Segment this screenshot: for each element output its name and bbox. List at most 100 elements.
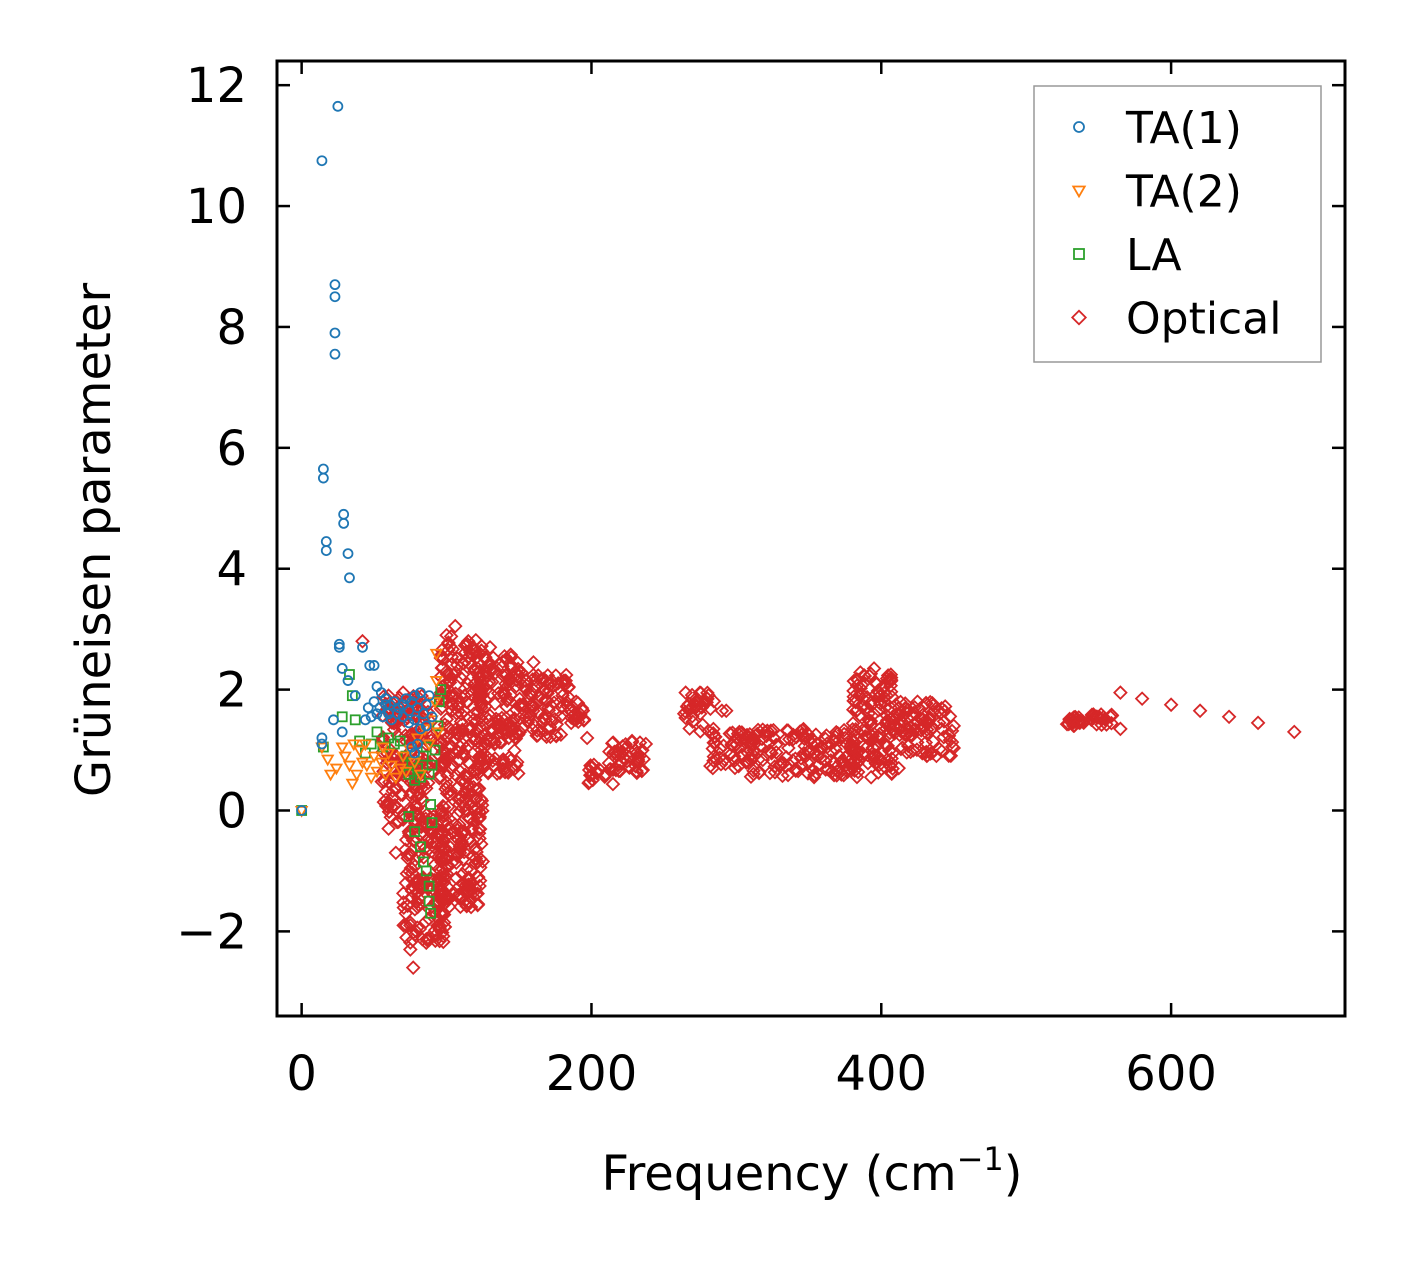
optical-point bbox=[404, 865, 420, 881]
data-point bbox=[388, 738, 400, 750]
optical-point bbox=[747, 728, 763, 744]
optical-point bbox=[681, 703, 697, 718]
data-point bbox=[402, 917, 418, 933]
optical-point bbox=[406, 832, 422, 847]
optical-point bbox=[494, 710, 510, 726]
optical-point bbox=[861, 706, 876, 721]
optical-point bbox=[399, 918, 414, 933]
optical-point bbox=[937, 699, 953, 714]
data-point bbox=[844, 733, 860, 749]
optical-point bbox=[432, 852, 448, 867]
optical-point bbox=[801, 743, 817, 758]
optical-point bbox=[401, 846, 417, 862]
optical-point bbox=[638, 736, 654, 752]
optical-point bbox=[859, 700, 875, 715]
optical-point bbox=[891, 700, 907, 716]
optical-point bbox=[900, 738, 916, 754]
optical-point bbox=[418, 914, 434, 930]
optical-point bbox=[529, 723, 545, 738]
optical-point bbox=[773, 757, 789, 772]
optical-point bbox=[435, 727, 451, 743]
optical-point bbox=[526, 698, 542, 714]
optical-point bbox=[575, 703, 591, 719]
series-ta-2- bbox=[294, 648, 445, 818]
data-point bbox=[355, 633, 370, 649]
data-point bbox=[415, 841, 426, 853]
plot-frame bbox=[275, 59, 1347, 1018]
optical-point bbox=[810, 748, 826, 764]
optical-point bbox=[502, 750, 517, 765]
optical-point bbox=[416, 850, 432, 865]
data-point bbox=[423, 895, 435, 907]
optical-point bbox=[414, 817, 430, 832]
optical-point bbox=[468, 782, 483, 797]
y-tick-label: 12 bbox=[186, 58, 247, 114]
optical-point bbox=[834, 767, 849, 782]
optical-point bbox=[411, 879, 426, 895]
optical-point bbox=[466, 706, 482, 722]
data-point bbox=[931, 703, 947, 719]
optical-point bbox=[475, 854, 491, 869]
data-point bbox=[823, 736, 838, 752]
data-point bbox=[317, 472, 329, 484]
optical-point bbox=[718, 756, 733, 772]
data-point bbox=[336, 726, 348, 738]
data-point bbox=[526, 655, 541, 670]
optical-point bbox=[470, 766, 485, 782]
data-point bbox=[428, 697, 442, 709]
optical-point bbox=[865, 749, 881, 765]
optical-point bbox=[470, 869, 486, 885]
data-point bbox=[460, 633, 476, 649]
optical-point bbox=[459, 861, 475, 877]
optical-point bbox=[393, 787, 408, 802]
optical-point bbox=[934, 743, 950, 759]
optical-point bbox=[891, 708, 907, 724]
optical-point bbox=[419, 807, 434, 823]
optical-point bbox=[399, 866, 415, 882]
optical-point bbox=[377, 773, 392, 789]
optical-point bbox=[450, 847, 466, 862]
data-point bbox=[358, 739, 373, 752]
optical-point bbox=[528, 672, 544, 688]
data-point bbox=[409, 690, 421, 702]
data-point bbox=[409, 774, 421, 786]
optical-point bbox=[682, 721, 697, 736]
optical-point bbox=[605, 762, 621, 778]
optical-point bbox=[407, 781, 422, 797]
legend-item: TA(1) bbox=[1073, 103, 1242, 154]
data-point bbox=[1084, 712, 1099, 728]
optical-point bbox=[450, 691, 465, 706]
data-point bbox=[598, 766, 614, 782]
legend-marker bbox=[1071, 185, 1087, 199]
optical-point bbox=[727, 760, 743, 776]
data-point bbox=[415, 723, 426, 735]
x-axis-label-text: Frequency (cm bbox=[601, 1146, 956, 1202]
data-point bbox=[329, 327, 341, 339]
optical-point bbox=[549, 716, 565, 732]
optical-point bbox=[767, 764, 783, 780]
data-point bbox=[1221, 709, 1237, 725]
optical-point bbox=[477, 651, 493, 667]
optical-point bbox=[764, 745, 779, 761]
optical-point bbox=[830, 726, 846, 741]
data-point bbox=[1286, 724, 1302, 740]
optical-point bbox=[409, 789, 425, 805]
optical-point bbox=[439, 786, 455, 801]
optical-point bbox=[468, 682, 484, 698]
data-point bbox=[407, 757, 422, 770]
optical-point bbox=[463, 883, 479, 899]
optical-point bbox=[465, 764, 481, 780]
y-tick-label: −2 bbox=[176, 904, 247, 960]
data-point bbox=[714, 703, 730, 719]
data-point bbox=[329, 763, 344, 776]
optical-point bbox=[435, 848, 451, 863]
legend-marker bbox=[1070, 309, 1088, 326]
optical-point bbox=[468, 675, 483, 691]
data-point bbox=[429, 648, 444, 661]
optical-point bbox=[509, 754, 525, 770]
optical-point bbox=[523, 698, 538, 714]
data-point bbox=[316, 155, 328, 167]
optical-point bbox=[440, 799, 456, 815]
optical-point bbox=[437, 919, 453, 935]
data-point bbox=[692, 706, 708, 722]
